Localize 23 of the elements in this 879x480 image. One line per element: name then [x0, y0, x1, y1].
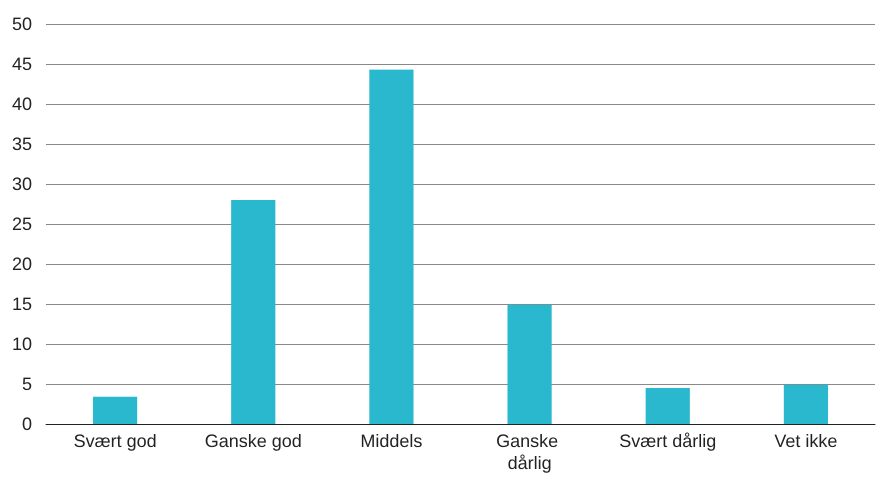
y-tick-label: 0 [22, 414, 32, 434]
bar [231, 200, 276, 424]
y-tick-label: 50 [12, 14, 32, 34]
bar [369, 70, 414, 424]
x-tick-label: Vet ikke [774, 431, 838, 451]
x-tick-label: Svært god [74, 431, 157, 451]
y-tick-label: 25 [12, 214, 32, 234]
y-tick-label: 20 [12, 254, 32, 274]
x-tick-label: Ganske god [204, 431, 302, 451]
y-tick-label: 30 [12, 174, 32, 194]
y-tick-label: 35 [12, 134, 32, 154]
bar [92, 396, 138, 424]
y-tick-label: 15 [12, 294, 32, 314]
y-tick-label: 40 [12, 94, 32, 114]
x-tick-label: Middels [360, 431, 422, 451]
bar [507, 304, 552, 424]
x-tick-label: Svært dårlig [619, 431, 716, 451]
x-tick-label: Ganske dårlig [496, 431, 564, 473]
bar [646, 388, 690, 424]
y-tick-label: 5 [22, 374, 32, 394]
y-tick-label: 10 [12, 334, 32, 354]
bar [784, 384, 828, 424]
y-tick-label: 45 [12, 54, 32, 74]
